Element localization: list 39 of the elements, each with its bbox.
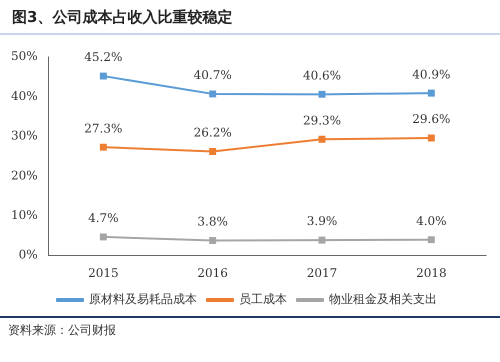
x-tick-label: 2015	[88, 266, 119, 280]
point	[318, 236, 326, 244]
point	[100, 72, 107, 80]
point	[428, 236, 435, 244]
y-tick-label: 0%	[18, 248, 38, 262]
data-label: 40.7%	[194, 68, 232, 82]
point	[209, 148, 216, 156]
y-tick-label: 10%	[11, 208, 38, 222]
data-label: 29.6%	[412, 112, 450, 126]
data-label: 40.9%	[412, 67, 450, 82]
point	[318, 90, 326, 98]
data-label: 3.8%	[197, 214, 228, 229]
legend-label: 原材料及易耗品成本	[89, 292, 197, 306]
data-label: 4.7%	[88, 211, 119, 226]
point	[318, 136, 326, 143]
point	[100, 144, 107, 151]
data-label: 29.3%	[302, 113, 342, 128]
point	[428, 90, 435, 97]
x-tick-label: 2017	[306, 266, 338, 280]
data-label: 26.2%	[194, 126, 232, 140]
data-label: 3.9%	[306, 214, 338, 228]
y-tick-label: 20%	[11, 168, 38, 182]
data-label: 27.3%	[84, 121, 122, 136]
point	[209, 237, 216, 244]
legend-label: 物业租金及相关支出	[329, 292, 437, 306]
y-tick-label: 50%	[11, 49, 38, 64]
y-tick-label: 30%	[11, 128, 38, 143]
text: 资料来源：公司财报	[0, 316, 500, 344]
point	[100, 233, 107, 240]
point	[428, 134, 435, 142]
data-label: 40.6%	[302, 68, 342, 82]
legend-label: 员工成本	[239, 292, 287, 306]
x-tick-label: 2016	[197, 266, 228, 280]
point	[209, 90, 216, 98]
data-label: 4.0%	[416, 214, 447, 228]
y-tick-label: 40%	[11, 88, 38, 103]
chart-title: 图3、公司成本占收入比重较稳定	[0, 0, 500, 35]
x-tick-label: 2018	[416, 266, 447, 280]
data-label: 45.2%	[84, 50, 122, 64]
